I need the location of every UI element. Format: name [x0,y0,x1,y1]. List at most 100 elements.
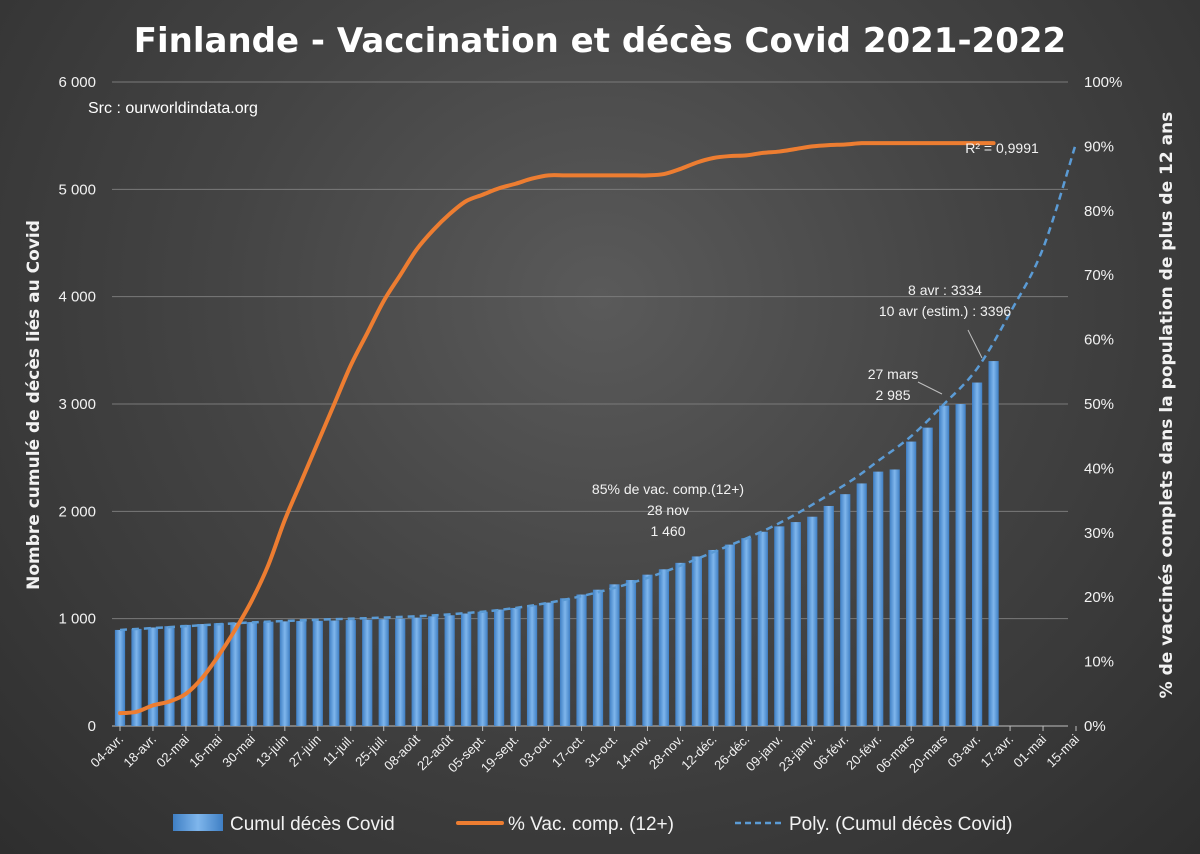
vaccination-line [118,141,996,716]
bar [658,569,670,726]
bar [609,584,620,726]
bar [180,624,192,726]
right-tick-label: 100% [1084,74,1122,91]
annotation-text: 2 985 [875,387,910,403]
bar [559,598,571,726]
line-series [118,141,1078,716]
bar [873,471,884,726]
right-axis-ticks: 0% 10% 20% 30% 40% 50% 60% 70% 80% 90% 100% [1084,74,1122,735]
bar [147,627,159,726]
right-tick-label: 90% [1084,138,1114,155]
bar [510,607,521,726]
bar [230,622,241,726]
x-tick-label: 06-févr. [810,732,851,773]
bar [526,605,538,726]
bar [279,621,290,726]
bar [213,623,225,726]
bar [757,531,768,726]
bar [246,622,257,726]
legend-label: Cumul décès Covid [230,814,395,835]
bar [708,549,719,726]
x-tick-label: 17-oct. [549,732,588,771]
x-tick-label: 04-avr. [87,732,126,771]
bar [114,629,126,726]
bar [461,613,472,726]
right-tick-label: 40% [1084,460,1114,477]
annotation-leader [917,381,943,395]
bar [807,516,818,726]
left-tick-label: 1 000 [58,611,96,628]
bar [329,620,340,726]
bar [939,405,950,726]
bar [543,602,554,726]
bar [856,483,867,726]
x-tick-label: 17-avr. [977,732,1016,771]
bar [724,544,735,726]
annotation-text: 1 460 [650,523,685,539]
bar [477,611,488,726]
bar [675,562,686,726]
trendline-series [119,142,1078,632]
annotation-text: 27 mars [868,366,919,382]
bar [625,580,637,726]
bar [444,615,455,726]
left-tick-label: 6 000 [58,74,96,91]
x-tick-label: 03-avr. [945,732,984,771]
right-tick-label: 0% [1084,718,1106,735]
bar [642,574,653,726]
bar [971,382,983,726]
x-tick-label: 02-mai [153,731,192,770]
bar [428,616,439,726]
x-tick-label: 23-janv. [776,732,819,775]
source-note: Src : ourworldindata.org [88,100,258,117]
bar [576,594,587,726]
bar [345,620,356,726]
bar [922,427,933,726]
legend-swatch-bars [173,814,223,831]
annotation-text: 8 avr : 3334 [908,282,982,298]
right-tick-label: 50% [1084,396,1114,413]
annotation-text: 10 avr (estim.) : 3396 [879,303,1011,319]
x-tick-label: 30-mai [219,731,258,770]
x-tick-label: 08-août [381,731,423,773]
bar [790,522,801,726]
bar [955,404,966,726]
left-tick-label: 3 000 [58,396,96,413]
left-tick-label: 5 000 [58,181,96,198]
annotation-leader [967,329,983,359]
bar [164,626,175,726]
bar [906,441,917,726]
bar [131,628,142,726]
chart-title: Finlande - Vaccination et décès Covid 20… [134,21,1066,61]
right-tick-label: 30% [1084,525,1114,542]
annotation-text: R² = 0,9991 [965,140,1039,156]
annotations: 85% de vac. comp.(12+) 28 nov 1 460 27 mars… [592,140,1039,539]
left-tick-label: 0 [88,718,96,735]
gridlines [112,81,1068,727]
x-tick-label: 12-déc. [678,732,719,773]
bar [741,538,752,726]
x-axis-ticks: 04-avr.18-avr.02-mai16-mai30-mai13-juin2… [87,726,1082,776]
right-tick-label: 20% [1084,589,1114,606]
bar [823,505,834,726]
bar [840,494,851,726]
annotation-text: 85% de vac. comp.(12+) [592,481,744,497]
bar [395,618,406,726]
left-tick-label: 2 000 [58,503,96,520]
right-axis-label: % de vaccinés complets dans la populatio… [1157,112,1177,699]
x-tick-label: 14-nov. [613,732,654,773]
legend: Cumul décès Covid % Vac. comp. (12+) Poly.… [173,814,1013,835]
bar [296,621,307,726]
right-tick-label: 70% [1084,267,1114,284]
x-tick-label: 01-mai [1010,731,1049,770]
bar [378,619,389,726]
x-tick-label: 28-nov. [646,732,687,773]
bar [312,620,323,726]
bar [362,619,373,726]
x-tick-label: 16-mai [186,731,225,770]
left-axis-label: Nombre cumulé de décès liés au Covid [24,220,44,590]
left-tick-label: 4 000 [58,289,96,306]
bar [263,621,274,726]
x-tick-label: 13-juin [253,732,291,770]
